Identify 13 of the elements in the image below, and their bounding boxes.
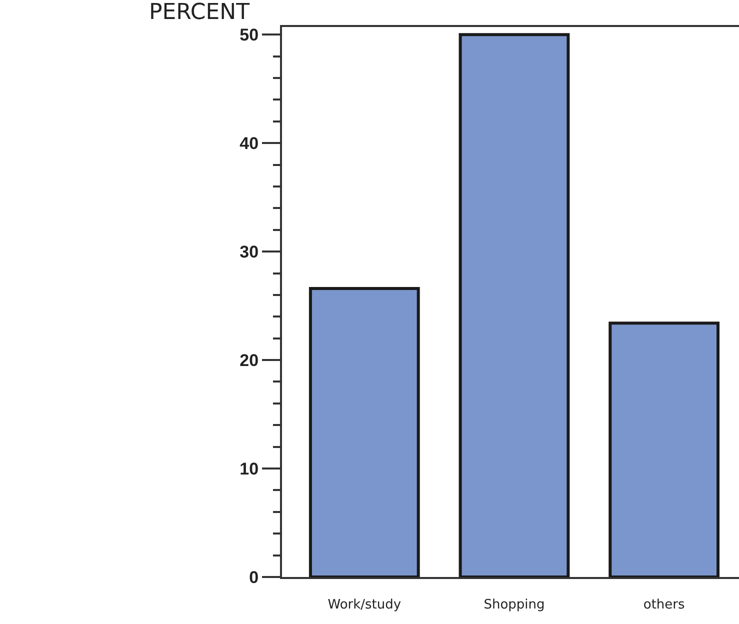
y-tick-label: 10 bbox=[240, 459, 259, 478]
y-tick-label: 20 bbox=[240, 350, 259, 370]
x-tick-label: Shopping bbox=[484, 598, 545, 613]
bar bbox=[608, 322, 720, 577]
bar bbox=[458, 33, 570, 577]
x-tick-label: Work/study bbox=[328, 598, 402, 613]
y-tick-label: 0 bbox=[249, 568, 259, 587]
y-tick-label: 30 bbox=[240, 242, 259, 262]
y-tick-label: 50 bbox=[240, 26, 259, 45]
y-tick-label: 40 bbox=[240, 134, 259, 154]
x-tick-label: others bbox=[643, 598, 686, 613]
y-axis-title: PERCENT bbox=[149, 0, 250, 25]
bar bbox=[308, 286, 420, 577]
